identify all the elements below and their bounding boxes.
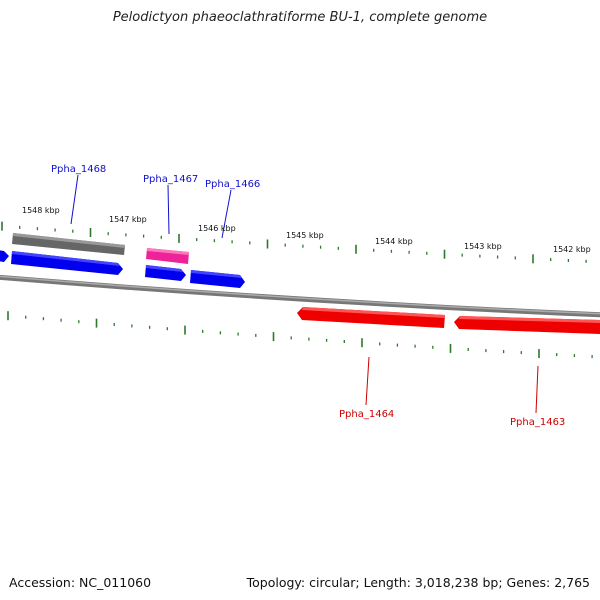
gene-arrow-left-edge[interactable] <box>0 250 9 262</box>
label-leader-line <box>535 365 539 414</box>
kbp-label: 1547 kbp <box>109 215 147 224</box>
genome-backbone-highlight <box>0 275 600 315</box>
kbp-label: 1542 kbp <box>553 245 591 254</box>
gene-label-ppha-1466[interactable]: Ppha_1466 <box>205 179 260 190</box>
genome-title: Pelodictyon phaeoclathratiforme BU-1, co… <box>112 10 488 25</box>
gene-label-ppha-1467[interactable]: Ppha_1467 <box>143 174 198 185</box>
gene-label-ppha-1463[interactable]: Ppha_1463 <box>510 417 565 428</box>
genome-backbone <box>0 274 600 318</box>
gene-label-ppha-1464[interactable]: Ppha_1464 <box>339 409 394 420</box>
kbp-label: 1544 kbp <box>375 237 413 246</box>
label-leader-line <box>221 189 232 239</box>
accession-text: Accession: NC_011060 <box>9 575 152 590</box>
kbp-label: 1543 kbp <box>464 242 502 251</box>
kbp-label: 1545 kbp <box>286 231 324 240</box>
genome-summary-text: Topology: circular; Length: 3,018,238 bp… <box>246 575 590 590</box>
label-leader-line <box>167 184 170 235</box>
label-leader-line <box>70 174 79 225</box>
scale-ticks-lower <box>7 311 593 359</box>
gene-label-ppha-1468[interactable]: Ppha_1468 <box>51 164 106 175</box>
scale-ticks-upper <box>1 221 587 264</box>
label-leader-line <box>365 356 370 406</box>
kbp-label: 1548 kbp <box>22 206 60 215</box>
gene-arrow-ppha-1464[interactable] <box>297 307 445 328</box>
kbp-label: 1546 kbp <box>198 224 236 233</box>
